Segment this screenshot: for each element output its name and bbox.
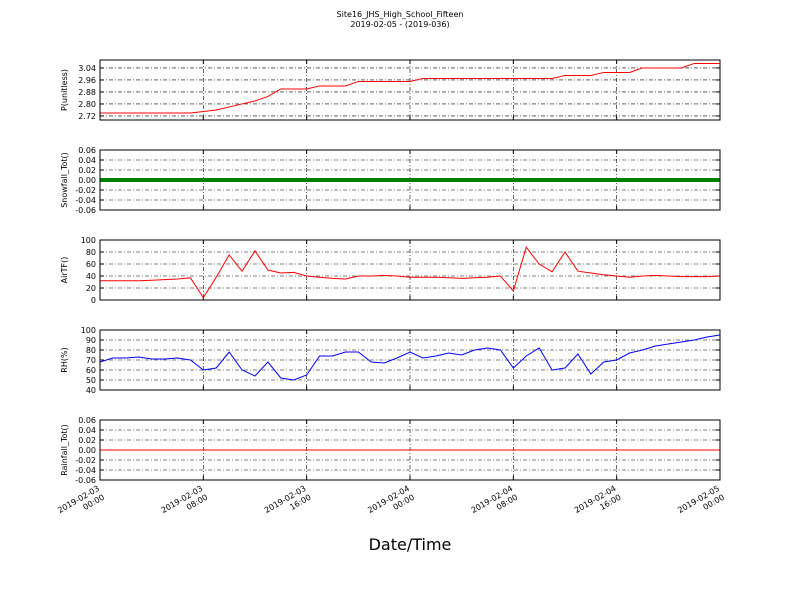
subplot: -0.06-0.04-0.020.000.020.040.06 Snowfall_… [60, 146, 721, 215]
y-tick-label: 80 [86, 346, 96, 355]
y-tick-label: 0.02 [78, 166, 96, 175]
plot-frame [99, 59, 721, 121]
y-tick-label: 2.72 [78, 112, 96, 121]
y-tick-label: 90 [86, 336, 96, 345]
y-tick-label: 0 [91, 296, 96, 305]
y-tick-label: -0.06 [75, 206, 96, 215]
y-tick-label: 0.06 [78, 146, 96, 155]
x-axis-label: Date/Time [369, 535, 452, 554]
y-tick-label: 3.04 [78, 64, 96, 73]
data-line [100, 246, 721, 299]
y-tick-label: 100 [81, 326, 96, 335]
y-tick-label: 40 [86, 386, 96, 395]
plot-frame [99, 419, 721, 481]
subplot: 2.72 2.80 2.88 2.96 3.04 P(unitless) [60, 59, 721, 121]
title: Site16_JHS_High_School_Fifteen [337, 10, 464, 19]
subtitle: 2019-02-05 - (2019-036) [350, 20, 449, 29]
y-axis-label: P(unitless) [60, 69, 69, 111]
y-tick-label: 20 [86, 284, 96, 293]
y-tick-label: 40 [86, 272, 96, 281]
plot-frame [99, 329, 721, 391]
y-axis-label: Rainfall_Tot() [60, 424, 69, 476]
y-tick-label: 2.80 [78, 100, 96, 109]
y-tick-label: 0.06 [78, 416, 96, 425]
y-axis-label: AirTF() [60, 257, 69, 284]
y-tick-label: 0.00 [78, 446, 96, 455]
y-tick-label: 0.04 [78, 156, 96, 165]
y-tick-label: -0.02 [75, 456, 96, 465]
y-tick-label: 2.88 [78, 88, 96, 97]
y-tick-label: -0.04 [75, 466, 96, 475]
y-axis-label: Snowfall_Tot() [60, 152, 69, 208]
plot-frame [99, 239, 721, 301]
y-tick-label: -0.04 [75, 196, 96, 205]
y-tick-label: 50 [86, 376, 96, 385]
plot-frame [99, 149, 721, 211]
y-tick-label: -0.06 [75, 476, 96, 485]
subplot: 0 20 40 60 80 100 AirTF() [60, 236, 721, 305]
y-tick-label: 60 [86, 260, 96, 269]
subplot: -0.06-0.04-0.020.000.020.040.06 Rainfall_… [60, 416, 721, 485]
y-tick-label: 0.00 [78, 176, 96, 185]
y-tick-label: 100 [81, 236, 96, 245]
y-tick-label: -0.02 [75, 186, 96, 195]
y-axis-label: RH(%) [60, 347, 69, 372]
data-line [100, 62, 720, 114]
y-tick-label: 80 [86, 248, 96, 257]
y-tick-label: 70 [86, 356, 96, 365]
y-tick-label: 0.04 [78, 426, 96, 435]
y-tick-label: 60 [86, 366, 96, 375]
y-tick-label: 2.96 [78, 76, 96, 85]
y-tick-label: 0.02 [78, 436, 96, 445]
data-line [99, 334, 721, 381]
